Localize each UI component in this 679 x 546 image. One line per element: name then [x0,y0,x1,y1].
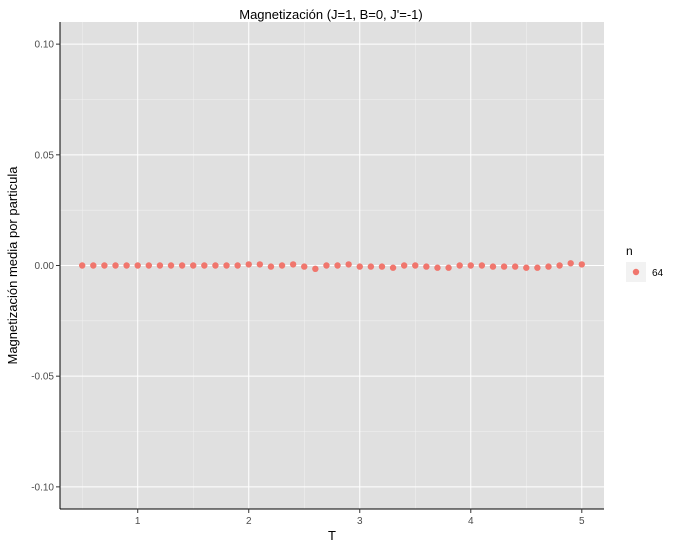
data-point [301,263,308,270]
data-point [400,262,408,269]
data-point [434,264,441,271]
data-point [234,262,241,269]
y-tick-label: -0.10 [31,482,54,493]
x-tick-label: 5 [579,516,585,527]
data-point [101,262,108,269]
data-point [356,263,363,270]
data-point [467,262,474,269]
data-point [500,263,508,270]
x-axis-ticks: 1 2 3 4 5 [135,509,585,527]
data-point [578,261,585,268]
data-point [289,261,297,268]
data-point [134,262,141,269]
x-tick-label: 3 [357,516,363,527]
data-point [178,262,186,269]
data-point [545,263,552,270]
data-point [378,263,386,270]
data-point [112,262,119,269]
legend-title: n [626,244,633,258]
data-point [423,263,430,270]
legend-key-dot [632,268,640,276]
data-point [445,264,452,271]
data-point [334,262,341,269]
data-point [267,263,275,270]
legend: n 64 [626,244,664,282]
y-tick-label: 0.05 [35,150,55,161]
data-point [534,264,541,271]
data-point [167,262,175,269]
data-point [367,263,375,270]
data-point [478,262,486,269]
data-point [79,262,86,269]
data-point [511,263,519,270]
data-point [90,262,97,269]
data-point [145,262,153,269]
data-point [556,262,563,269]
data-point [412,262,419,269]
data-point [312,265,319,273]
data-point [523,264,530,271]
data-point [245,261,252,268]
data-point [223,262,230,269]
data-point [190,262,197,269]
y-axis-title: Magnetización media por particula [5,166,20,365]
y-tick-label: -0.05 [31,372,54,383]
data-point [456,262,463,269]
data-point [323,262,330,269]
data-point [212,262,219,269]
legend-label-64: 64 [652,268,664,279]
x-tick-label: 1 [135,516,141,527]
y-tick-label: 0.00 [35,261,55,272]
data-point [201,262,208,269]
data-point [156,262,164,269]
data-point [278,262,286,269]
x-tick-label: 2 [246,516,252,527]
data-point [389,264,397,271]
data-point [256,261,264,268]
data-points [79,260,585,273]
x-tick-label: 4 [468,516,474,527]
data-point [123,262,130,269]
data-point [345,261,352,268]
chart-title: Magnetización (J=1, B=0, J'=-1) [239,7,423,22]
data-point [567,260,574,267]
y-axis-ticks: -0.10 -0.05 0.00 0.05 0.10 [31,40,60,493]
y-tick-label: 0.10 [35,40,55,51]
x-axis-title: T [328,528,336,543]
data-point [489,263,497,270]
